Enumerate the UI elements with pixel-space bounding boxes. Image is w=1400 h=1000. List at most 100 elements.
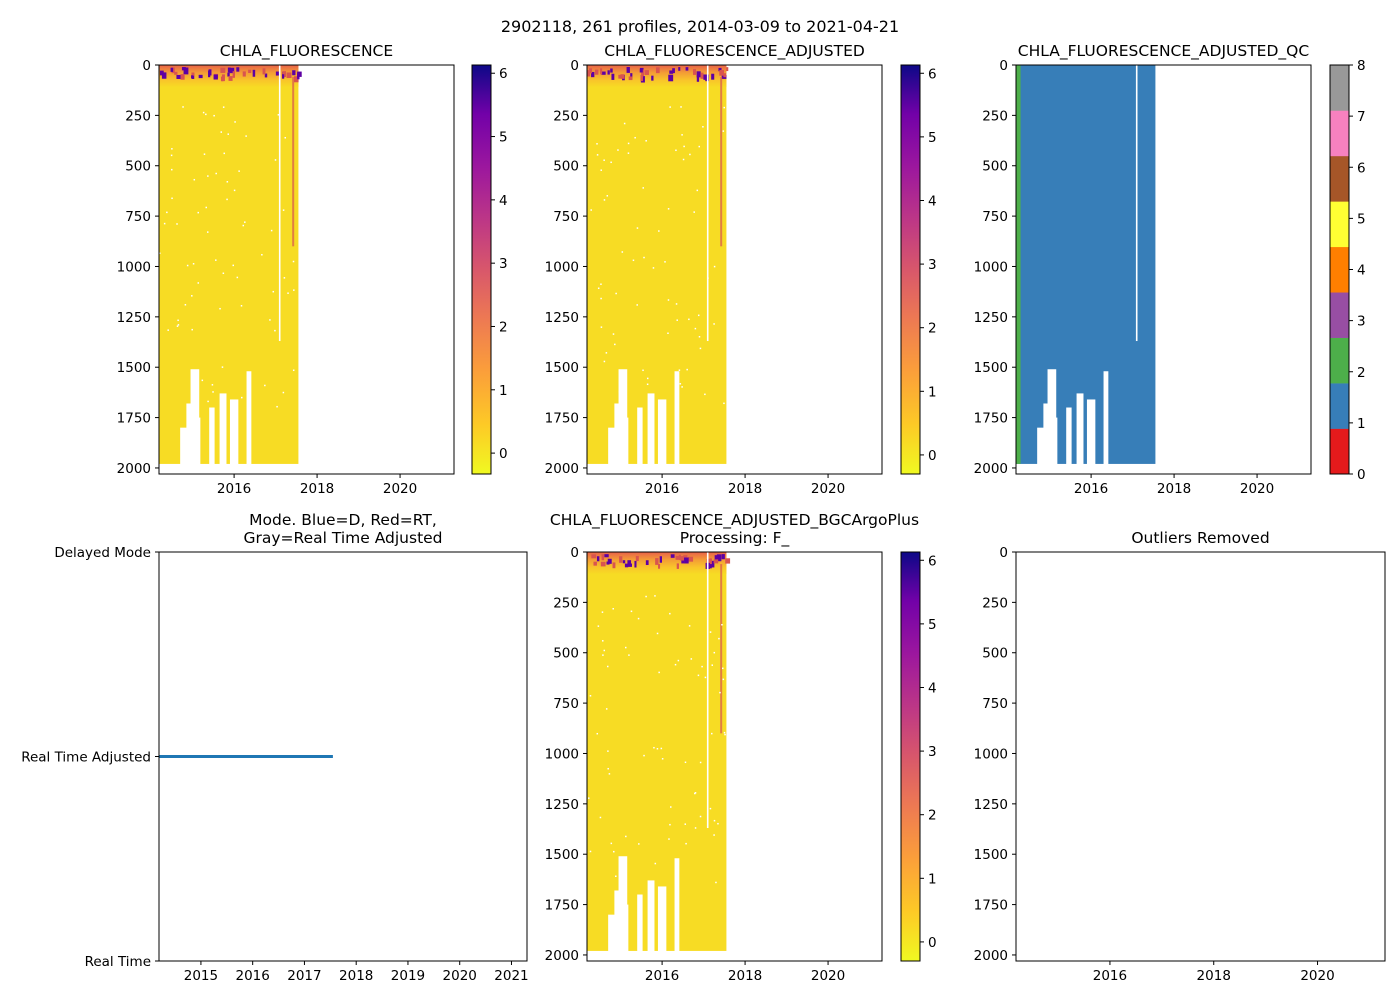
missing-sample xyxy=(696,189,699,192)
missing-sample xyxy=(274,329,276,332)
surface-high-value xyxy=(678,67,681,71)
y-tick-label: 1500 xyxy=(117,360,151,376)
missing-sample xyxy=(722,678,725,681)
surface-high-value xyxy=(183,67,189,75)
surface-high-value xyxy=(587,70,591,77)
x-tick-label: 2021 xyxy=(494,968,528,984)
profile-depth-gap xyxy=(1076,393,1084,466)
surface-high-value xyxy=(601,71,606,75)
x-tick-label: 2020 xyxy=(811,968,845,984)
missing-sample xyxy=(721,623,723,626)
surface-high-value xyxy=(655,558,659,565)
surface-high-value xyxy=(236,67,240,72)
missing-sample xyxy=(667,208,670,210)
missing-sample xyxy=(612,333,615,335)
panel-chla-fluorescence-adjusted: 2016 2018 20200250500750100012501500175020… xyxy=(545,42,937,497)
missing-sample xyxy=(242,224,245,227)
missing-sample xyxy=(601,611,604,613)
surface-high-value xyxy=(721,554,725,560)
y-tick-label: 0 xyxy=(999,58,1008,74)
missing-sample xyxy=(221,366,224,368)
surface-high-value xyxy=(198,74,203,79)
missing-sample xyxy=(723,402,725,405)
y-tick-label: 750 xyxy=(982,209,1008,225)
missing-sample xyxy=(241,396,243,399)
y-tick-label: 1750 xyxy=(117,411,151,427)
missing-sample xyxy=(171,168,173,171)
y-tick-label: 500 xyxy=(982,646,1008,662)
missing-sample xyxy=(219,307,221,310)
missing-sample xyxy=(184,304,187,306)
missing-sample xyxy=(632,259,635,262)
surface-high-value xyxy=(622,560,626,564)
profile-depth-gap xyxy=(637,407,643,466)
y-tick-label: 1000 xyxy=(974,259,1008,275)
missing-sample xyxy=(274,159,277,161)
missing-sample xyxy=(596,143,598,145)
colorbar-tick-label: 4 xyxy=(928,193,937,209)
y-tick-label: 0 xyxy=(570,58,579,74)
colorbar-tick-label: 2 xyxy=(1357,365,1366,381)
profile-depth-gap xyxy=(209,407,215,466)
surface-high-value xyxy=(688,556,694,562)
missing-sample xyxy=(617,149,619,151)
missing-sample xyxy=(704,393,706,396)
colorbar-tick-label: 5 xyxy=(928,130,937,146)
colorbar-tick-label: 1 xyxy=(928,384,937,400)
missing-sample xyxy=(207,400,209,403)
surface-high-value xyxy=(611,73,615,80)
x-tick-label: 2020 xyxy=(1240,481,1274,497)
missing-sample xyxy=(213,114,215,117)
surface-high-value xyxy=(282,74,285,79)
x-tick-label: 2020 xyxy=(811,481,845,497)
x-tick-label: 2017 xyxy=(287,968,321,984)
missing-sample xyxy=(211,384,214,386)
surface-high-value xyxy=(591,554,597,559)
surface-high-value xyxy=(593,561,597,566)
missing-sample xyxy=(646,383,649,386)
profile-depth-gap xyxy=(657,886,667,953)
y-tick-label: 1750 xyxy=(974,411,1008,427)
y-tick-label: 500 xyxy=(553,646,579,662)
missing-sample xyxy=(627,152,630,154)
panel-title: Mode. Blue=D, Red=RT, xyxy=(249,511,437,529)
missing-sample xyxy=(589,695,592,697)
missing-sample xyxy=(197,211,199,214)
missing-sample xyxy=(202,111,205,114)
profile-depth-gap xyxy=(647,393,655,466)
surface-chl-band xyxy=(587,65,727,88)
colorbar-tick-label: 2 xyxy=(499,319,508,335)
missing-sample xyxy=(625,835,627,838)
missing-sample xyxy=(658,671,660,674)
missing-sample xyxy=(638,843,640,845)
colorbar-frame xyxy=(900,551,921,962)
colorbar-segment xyxy=(1330,155,1349,202)
missing-sample xyxy=(272,290,275,293)
colorbar-tick-label: 0 xyxy=(928,935,937,951)
surface-high-value xyxy=(723,73,727,78)
profile-depth-gap xyxy=(180,427,188,466)
missing-sample xyxy=(606,665,609,668)
missing-sample xyxy=(675,303,678,305)
colorbar-tick-label: 6 xyxy=(928,66,937,82)
missing-sample xyxy=(261,254,263,256)
surface-high-value xyxy=(594,69,599,75)
y-tick-label: Real Time Adjusted xyxy=(21,750,151,766)
surface-high-value xyxy=(191,75,194,79)
colorbar-tick-label: 3 xyxy=(928,257,937,273)
missing-sample xyxy=(276,405,278,408)
colorbar-tick-label: 2 xyxy=(928,808,937,824)
x-tick-label: 2016 xyxy=(645,968,679,984)
y-tick-label: 750 xyxy=(553,696,579,712)
colorbar-tick-label: 3 xyxy=(1357,314,1366,330)
colorbar-tick-label: 5 xyxy=(1357,211,1366,227)
missing-sample xyxy=(686,368,688,371)
surface-high-value xyxy=(710,560,715,568)
x-tick-label: 2019 xyxy=(391,968,425,984)
missing-sample xyxy=(226,181,229,183)
y-tick-label: 1500 xyxy=(974,847,1008,863)
missing-sample xyxy=(197,282,200,284)
colorbar-tick-label: 0 xyxy=(499,446,508,462)
missing-sample xyxy=(615,292,617,295)
missing-sample xyxy=(678,369,681,371)
